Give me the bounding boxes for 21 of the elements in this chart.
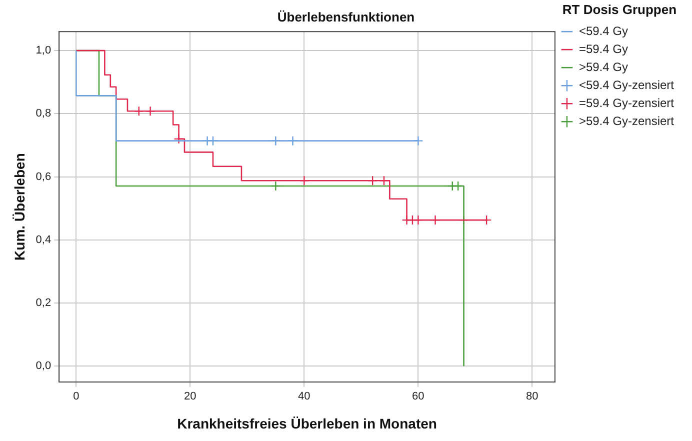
legend-label: <59.4 Gy-zensiert bbox=[578, 78, 675, 92]
legend-label: =59.4 Gy-zensiert bbox=[578, 96, 675, 110]
legend-title: RT Dosis Gruppen bbox=[562, 2, 677, 18]
legend-label: >59.4 Gy-zensiert bbox=[578, 114, 675, 128]
x-tick-label: 40 bbox=[298, 390, 310, 403]
x-tick-label: 20 bbox=[184, 390, 196, 403]
y-tick-label: 0,2 bbox=[36, 297, 52, 310]
chart-title: Überlebensfunktionen bbox=[277, 9, 415, 24]
y-tick-label: 0,4 bbox=[36, 234, 52, 246]
y-axis-title: Kum. Überleben bbox=[11, 153, 28, 260]
x-tick-label: 0 bbox=[73, 390, 80, 403]
x-tick-label: 80 bbox=[526, 390, 538, 403]
legend-label: =59.4 Gy bbox=[578, 42, 628, 56]
y-tick-label: 0,6 bbox=[36, 170, 52, 183]
x-axis-title: Krankheitsfreies Überleben in Monaten bbox=[177, 415, 437, 432]
y-tick-label: 0,8 bbox=[36, 108, 52, 120]
legend-label: >59.4 Gy bbox=[578, 60, 628, 74]
x-tick-label: 60 bbox=[412, 390, 424, 403]
legend-label: <59.4 Gy bbox=[578, 24, 628, 38]
y-tick-label: 1,0 bbox=[36, 44, 52, 57]
y-tick-label: 0,0 bbox=[36, 360, 52, 372]
